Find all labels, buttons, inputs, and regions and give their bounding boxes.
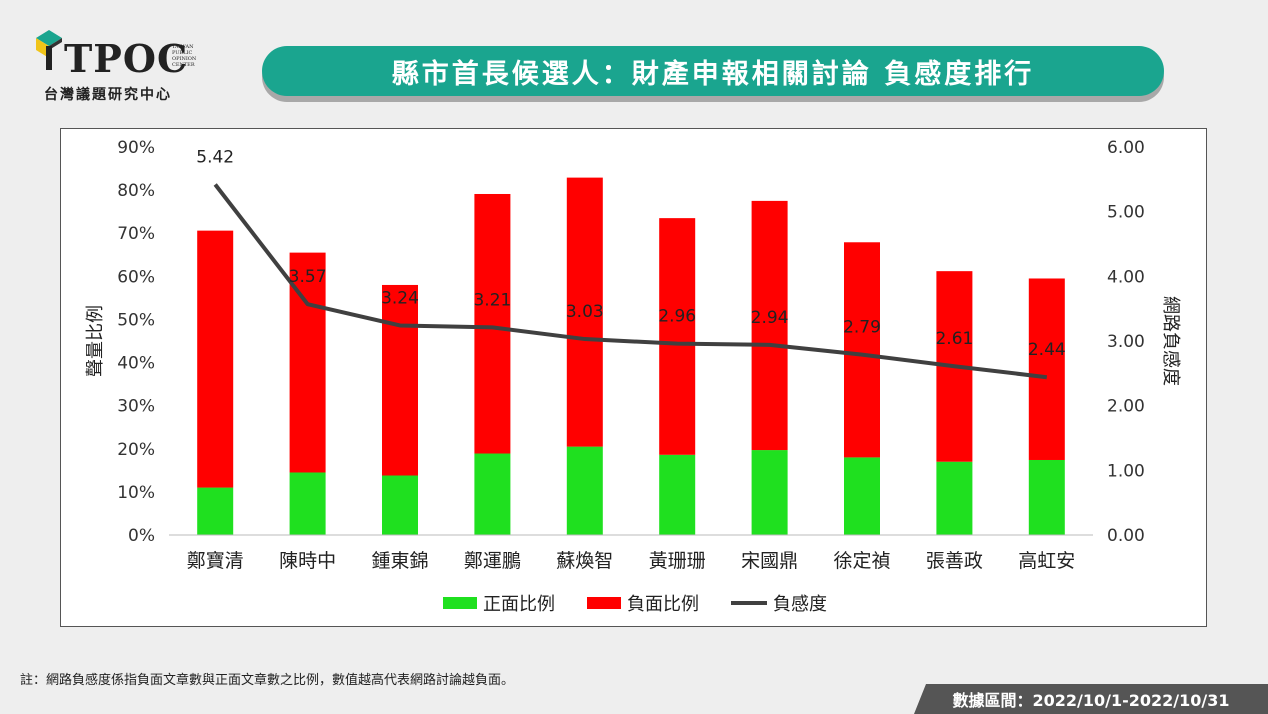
bar-negative xyxy=(844,242,880,458)
x-tick-label: 高虹安 xyxy=(1018,550,1075,572)
y-tick-label: 90% xyxy=(117,138,155,158)
y-right-tick-label: 1.00 xyxy=(1107,461,1145,481)
y-right-tick-label: 5.00 xyxy=(1107,203,1145,223)
date-range-badge: 數據區間：2022/10/1-2022/10/31 xyxy=(914,684,1268,714)
bar-negative xyxy=(659,218,696,455)
logo-cube-icon xyxy=(36,30,62,70)
bar-negative xyxy=(566,177,603,447)
legend-swatch-positive xyxy=(443,597,477,609)
line-data-label: 3.21 xyxy=(473,290,511,310)
chart-canvas: 0% 10% 20% 30% 40% 50% 60% 70% 80% 90% 0.00 1.00 2.0… xyxy=(85,138,1181,615)
y-tick-label: 0% xyxy=(128,526,155,546)
footnote: 註：網路負感度係指負面文章數與正面文章數之比例，數值越高代表網路討論越負面。 xyxy=(20,673,515,688)
logo-brand: TPOC xyxy=(64,36,189,81)
y-tick-label: 70% xyxy=(117,224,155,244)
line-data-label: 3.24 xyxy=(381,288,419,308)
line-data-label: 2.96 xyxy=(658,307,696,327)
y-tick-label: 20% xyxy=(117,440,155,460)
chart-panel: 0% 10% 20% 30% 40% 50% 60% 70% 80% 90% 0.00 1.00 2.0… xyxy=(60,128,1207,627)
y-right-tick-label: 6.00 xyxy=(1107,138,1145,158)
x-tick-label: 黃珊珊 xyxy=(649,550,706,572)
x-tick-label: 鄭運鵬 xyxy=(464,550,521,572)
line-data-label: 3.57 xyxy=(289,267,327,287)
bar-positive xyxy=(289,472,326,535)
y-tick-label: 60% xyxy=(117,267,155,287)
bar-positive xyxy=(1028,459,1065,535)
line-data-label: 2.61 xyxy=(935,329,973,349)
bar-positive xyxy=(474,453,511,535)
bar-negative xyxy=(751,200,788,451)
y-right-axis-title: 網路負感度 xyxy=(1160,296,1181,386)
y-tick-label: 30% xyxy=(117,397,155,417)
line-negativity xyxy=(213,183,1048,380)
bar-positive xyxy=(659,454,696,535)
x-tick-label: 宋國鼎 xyxy=(741,550,798,572)
page-title: 縣市首長候選人：財產申報相關討論 負感度排行 xyxy=(262,46,1164,96)
bar-positive xyxy=(197,487,234,535)
legend-label-line: 負感度 xyxy=(773,594,827,615)
y-right-tick-label: 3.00 xyxy=(1107,332,1145,352)
bar-negative xyxy=(474,193,511,454)
logo-subtitle: 台灣議題研究中心 xyxy=(44,87,172,103)
bar-negative xyxy=(1028,278,1065,460)
line-data-label: 2.94 xyxy=(751,308,789,328)
bar-positive xyxy=(936,461,973,535)
legend-label-negative: 負面比例 xyxy=(627,594,699,615)
logo-english: TAIWAN PUBLIC OPINION CENTER xyxy=(172,44,197,68)
y-tick-label: 40% xyxy=(117,354,155,374)
bar-negative xyxy=(382,284,418,476)
legend-swatch-negative xyxy=(587,597,621,609)
bar-positive xyxy=(751,450,788,535)
y-tick-label: 80% xyxy=(117,181,155,201)
y-right-tick-label: 2.00 xyxy=(1107,397,1145,417)
x-tick-label: 鄭寶清 xyxy=(187,550,244,572)
x-tick-label: 徐定禎 xyxy=(833,550,890,572)
y-axis-title: 聲量比例 xyxy=(85,305,106,377)
bar-positive xyxy=(382,475,418,535)
line-data-label: 2.44 xyxy=(1028,340,1066,360)
y-tick-label: 10% xyxy=(117,483,155,503)
y-right-tick-label: 4.00 xyxy=(1107,267,1145,287)
tpoc-logo: TPOC TAIWAN PUBLIC OPINION CENTER 台灣議題研究… xyxy=(34,26,204,106)
x-tick-label: 陳時中 xyxy=(279,550,336,572)
line-data-label: 2.79 xyxy=(843,318,881,338)
y-right-tick-label: 0.00 xyxy=(1107,526,1145,546)
x-tick-label: 蘇煥智 xyxy=(556,550,613,572)
line-data-label: 5.42 xyxy=(196,148,234,168)
line-data-label: 3.03 xyxy=(566,302,604,322)
bar-positive xyxy=(566,446,603,535)
y-tick-label: 50% xyxy=(117,310,155,330)
x-tick-label: 鍾東錦 xyxy=(371,550,428,572)
x-tick-label: 張善政 xyxy=(926,550,983,572)
legend-label-positive: 正面比例 xyxy=(483,594,555,615)
bar-positive xyxy=(844,457,880,535)
bar-negative xyxy=(197,230,234,488)
